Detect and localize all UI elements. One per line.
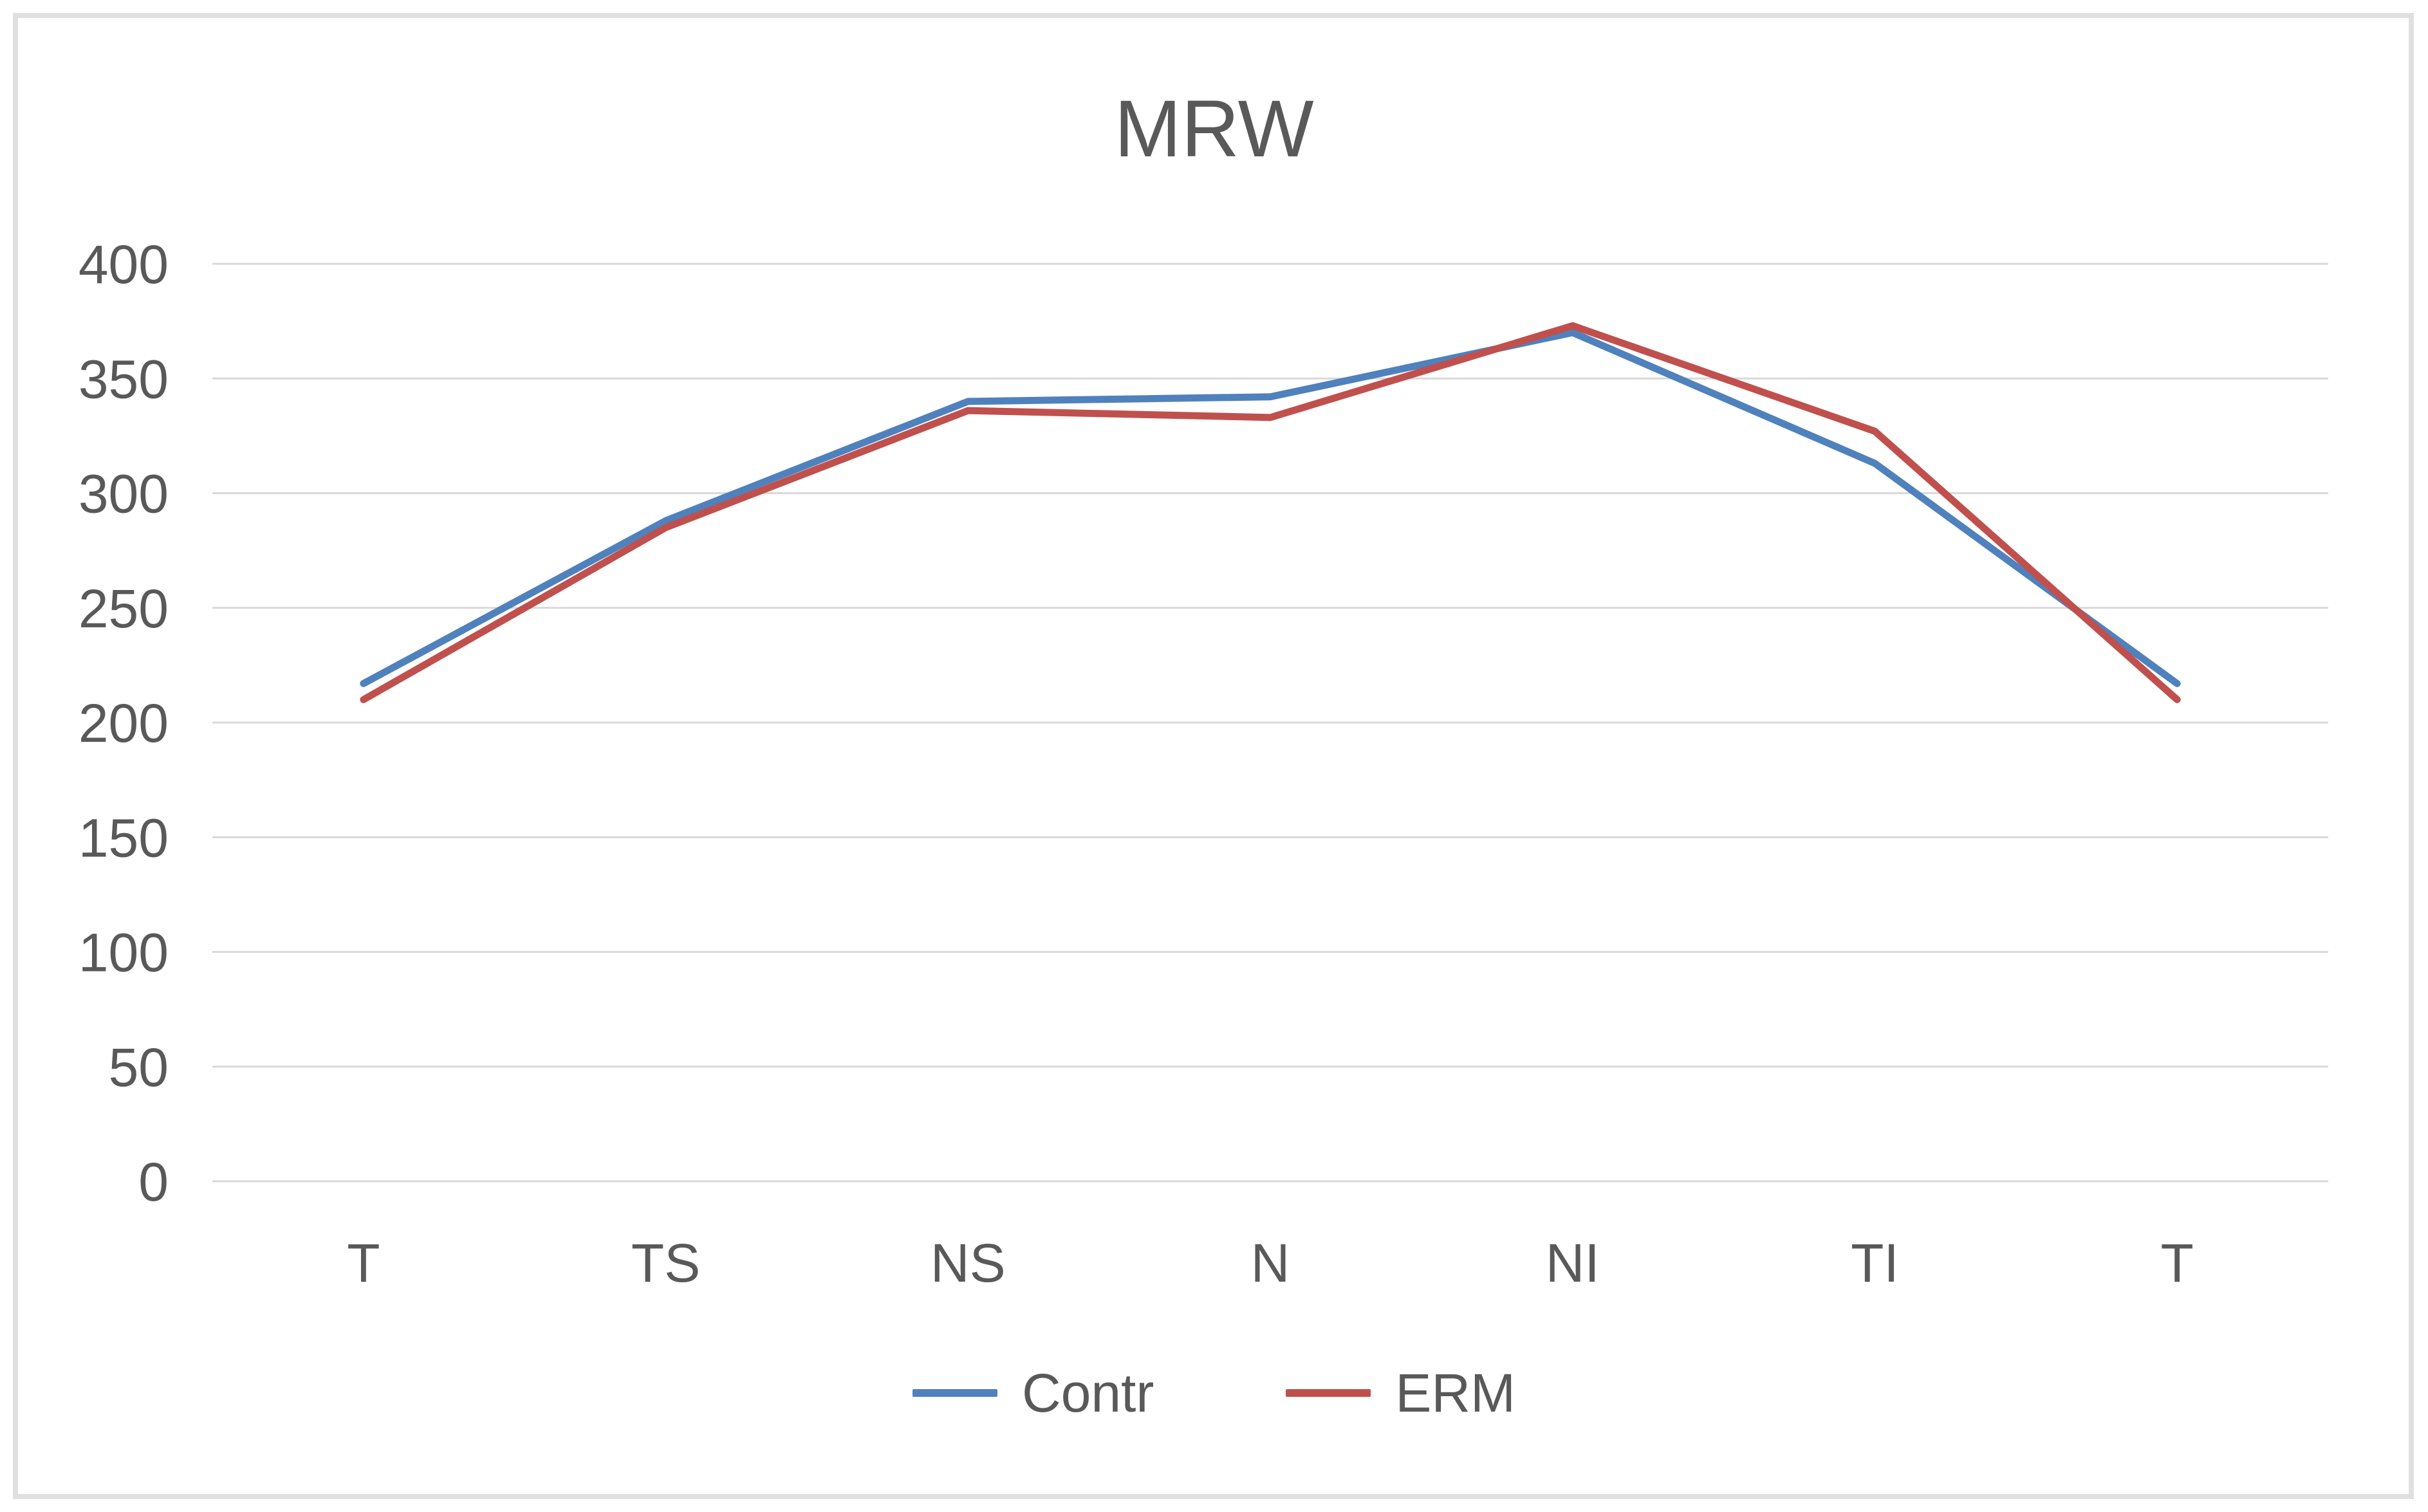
y-axis-tick-label-0: 0 (138, 1152, 169, 1212)
x-axis-category-label-3: N (1251, 1233, 1290, 1293)
y-axis-tick-label-100: 100 (79, 923, 169, 983)
y-axis-tick-label-50: 50 (109, 1037, 169, 1098)
series-line-contr (360, 329, 2181, 687)
y-axis-tick-label-300: 300 (79, 464, 169, 524)
y-axis-tick-label-250: 250 (79, 578, 169, 639)
y-axis-tick-label-400: 400 (79, 234, 169, 295)
chart-frame-border (13, 13, 2414, 1499)
x-axis-category-label-2: NS (931, 1233, 1006, 1293)
x-axis-category-label-4: NI (1546, 1233, 1600, 1293)
x-axis-category-label-1: TS (631, 1233, 700, 1293)
x-axis-category-label-5: TI (1851, 1233, 1899, 1293)
legend-swatch-contr (912, 1389, 997, 1397)
y-axis-tick-label-350: 350 (79, 349, 169, 409)
legend-label-contr: Contr (1021, 1362, 1154, 1423)
legend-label-erm: ERM (1395, 1362, 1516, 1423)
x-axis-category-label-6: T (2160, 1233, 2193, 1293)
y-axis-tick-label-150: 150 (79, 807, 169, 868)
legend-item-erm[interactable]: ERM (1286, 1362, 1515, 1424)
chart-title: MRW (1114, 84, 1314, 174)
x-axis-category-label-0: T (347, 1233, 380, 1293)
y-axis-tick-label-200: 200 (79, 693, 169, 753)
legend-item-contr[interactable]: Contr (912, 1362, 1154, 1424)
series-line-erm (360, 322, 2181, 703)
legend-swatch-erm (1286, 1389, 1371, 1397)
chart-legend: Contr ERM (0, 1350, 2428, 1436)
